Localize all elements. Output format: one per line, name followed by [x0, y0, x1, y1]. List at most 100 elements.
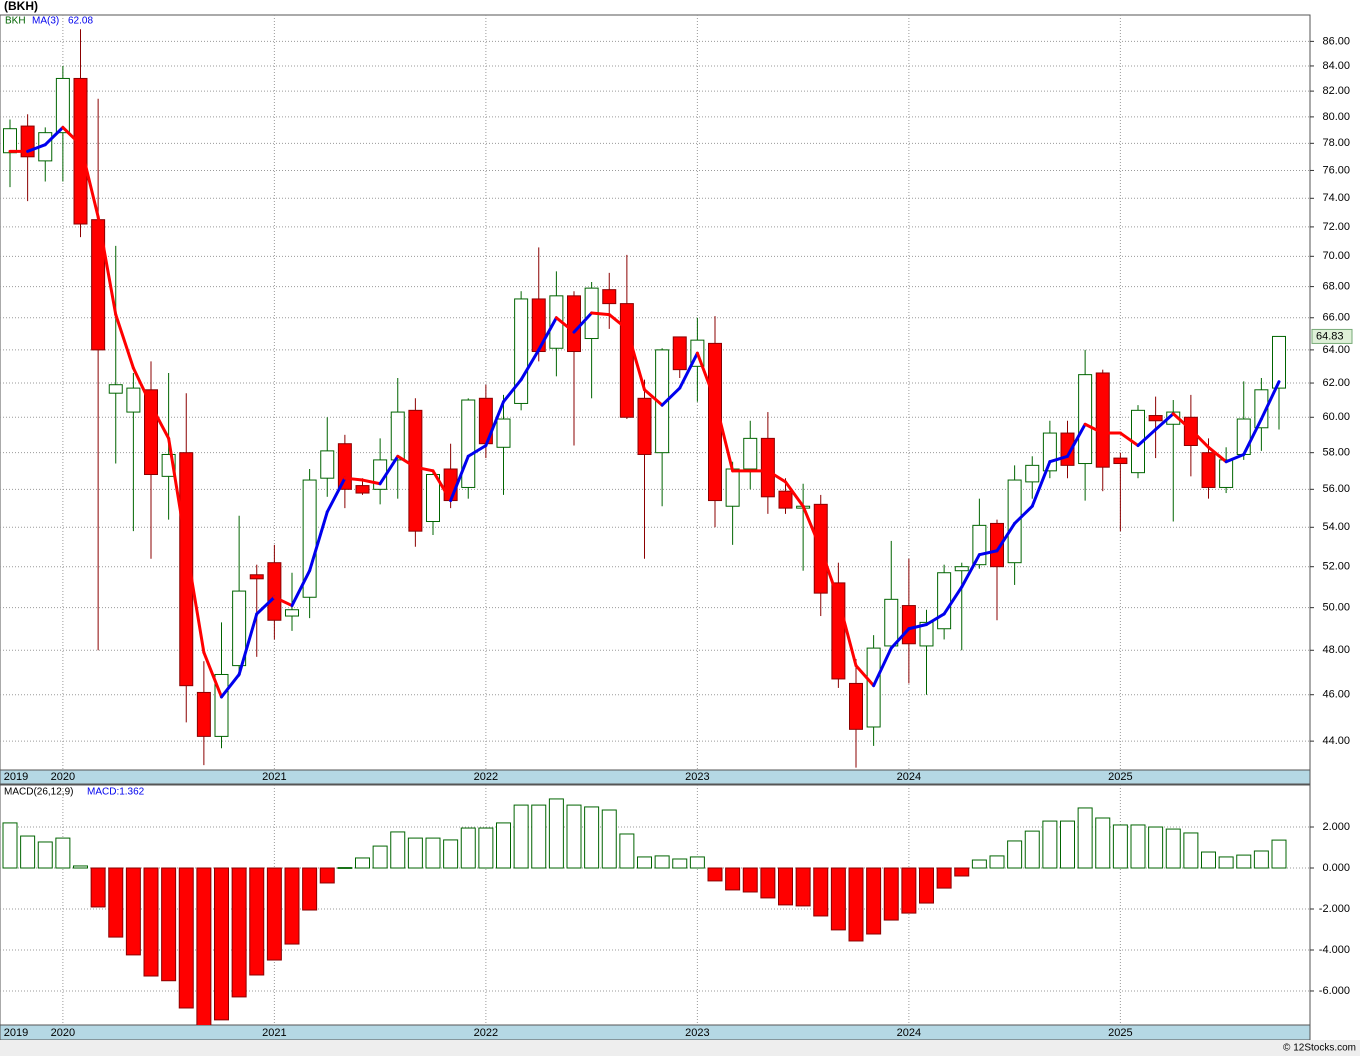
- candle-body: [954, 566, 969, 572]
- candle-body: [126, 387, 141, 413]
- ma-line: [167, 436, 188, 549]
- ma-line: [537, 316, 558, 352]
- candle-body: [1219, 459, 1234, 488]
- macd-bar: [178, 867, 194, 1009]
- candle-body: [320, 450, 335, 479]
- ma-line: [995, 521, 1017, 553]
- ma-line: [1118, 431, 1140, 447]
- macd-bar: [1148, 826, 1164, 869]
- x-tick-label: 2021: [262, 771, 286, 783]
- candle-body: [408, 409, 423, 532]
- ma-line: [1013, 504, 1034, 525]
- ma-line: [977, 549, 999, 557]
- ma-line: [220, 672, 241, 699]
- candle-body: [1201, 452, 1216, 488]
- ma-line: [114, 313, 135, 370]
- candle-body: [1113, 457, 1128, 465]
- macd-bar: [443, 839, 459, 869]
- ma-line: [1207, 445, 1228, 464]
- macd-bar: [954, 867, 970, 877]
- ma-line: [660, 386, 682, 407]
- x-tick-label: 2024: [897, 1027, 921, 1039]
- macd-bar: [1183, 832, 1199, 869]
- plot-area: [0, 785, 1310, 1025]
- macd-bar: [883, 867, 899, 921]
- ma-line: [625, 327, 646, 392]
- ma-line: [784, 480, 805, 508]
- macd-bar: [619, 833, 635, 869]
- macd-bar: [1130, 824, 1146, 869]
- ma-line: [255, 595, 276, 616]
- ma-line: [942, 585, 964, 616]
- y-tick-label: 76.00: [1322, 164, 1350, 176]
- candle-body: [743, 437, 758, 470]
- x-tick-label: 2023: [685, 1027, 709, 1039]
- x-tick-label: 2025: [1108, 1027, 1132, 1039]
- candle-body: [972, 524, 987, 566]
- y-tick-label: 56.00: [1322, 483, 1350, 495]
- ma-line: [643, 388, 664, 407]
- macd-bar: [37, 841, 53, 869]
- y-tick-label: 78.00: [1322, 137, 1350, 149]
- macd-bar: [919, 867, 934, 904]
- legend-entry: MA(3): [32, 16, 59, 27]
- ma-line: [1030, 460, 1052, 508]
- y-tick-label: 50.00: [1322, 602, 1350, 614]
- macd-bar: [1060, 820, 1075, 869]
- macd-bar: [407, 837, 423, 869]
- macd-bar: [1007, 840, 1023, 869]
- y-tick-label: 54.00: [1322, 521, 1350, 533]
- ma-line: [1083, 422, 1105, 435]
- ma-line: [396, 454, 417, 469]
- macd-bar: [1095, 817, 1111, 869]
- candle-body: [496, 418, 511, 448]
- x-tick-label: 2021: [262, 1027, 286, 1039]
- candle-body: [778, 490, 793, 509]
- candle-body: [1254, 389, 1269, 429]
- y-tick-label: 58.00: [1322, 447, 1350, 459]
- x-tick-label: 2023: [685, 771, 709, 783]
- macd-bar: [601, 809, 617, 869]
- macd-bar: [214, 867, 229, 1021]
- y-tick-label: 2.000: [1322, 821, 1350, 833]
- x-tick-label: 2025: [1108, 771, 1132, 783]
- y-tick-label: 72.00: [1322, 221, 1350, 233]
- ma-line: [1154, 412, 1175, 432]
- x-tick-label: 2022: [474, 1027, 498, 1039]
- candle-body: [514, 298, 529, 404]
- ma-line: [325, 476, 347, 514]
- ma-line: [149, 403, 171, 440]
- macd-bar: [1253, 850, 1269, 869]
- macd-bar: [742, 867, 758, 893]
- macd-bar: [196, 867, 212, 1025]
- price-panel: [0, 14, 1311, 771]
- macd-bar: [1077, 807, 1093, 869]
- y-tick-label: 62.00: [1322, 377, 1350, 389]
- ma-line: [378, 454, 400, 486]
- candle-body: [73, 77, 88, 225]
- ma-line: [413, 465, 435, 473]
- candle-body: [602, 289, 617, 305]
- y-tick-label: 86.00: [1322, 35, 1350, 47]
- macd-bar: [390, 831, 406, 869]
- candle-body: [849, 682, 863, 730]
- ma-line: [854, 664, 876, 688]
- candle-body: [725, 468, 740, 507]
- y-tick-label: 84.00: [1322, 60, 1350, 72]
- ma-line: [766, 469, 787, 484]
- candle-body: [108, 384, 123, 394]
- y-tick-label: 82.00: [1322, 85, 1350, 97]
- y-tick-label: 68.00: [1322, 280, 1350, 292]
- ma-line: [1136, 428, 1158, 447]
- ma-line: [960, 553, 981, 589]
- y-tick-label: 46.00: [1322, 689, 1350, 701]
- price-x-strip: [0, 769, 1311, 785]
- candle-body: [355, 485, 370, 494]
- macd-bar: [830, 867, 846, 931]
- macd-bar: [319, 867, 335, 884]
- ma-line: [519, 348, 541, 382]
- macd-bar: [795, 867, 811, 907]
- candle-body: [884, 598, 899, 647]
- macd-bar: [1112, 824, 1128, 869]
- plot-area: [0, 15, 1310, 770]
